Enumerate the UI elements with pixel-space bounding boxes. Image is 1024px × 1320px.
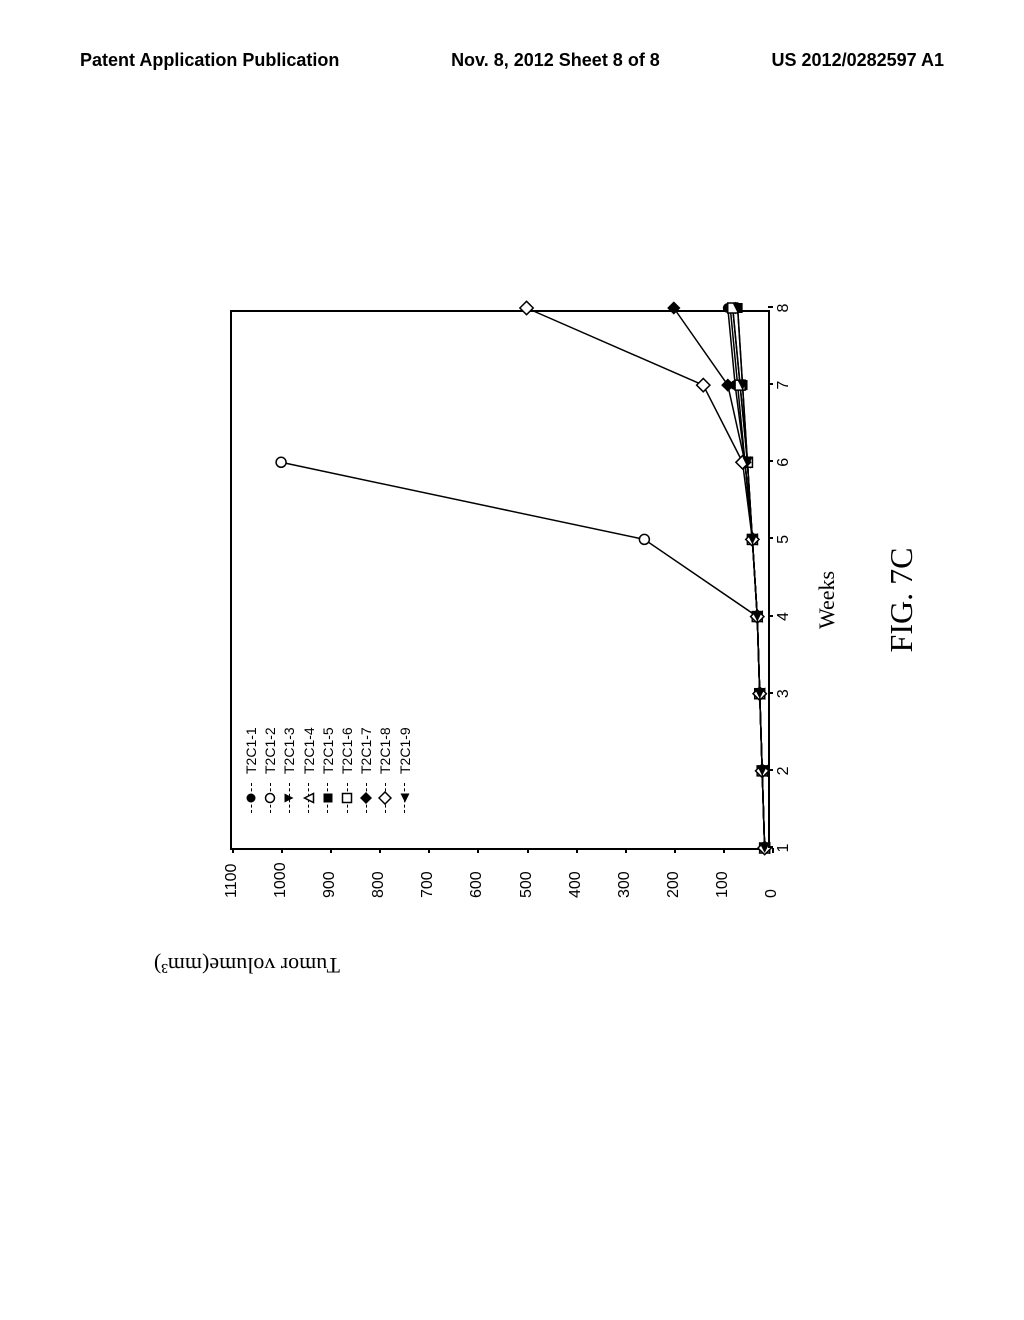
y-tick-label: 400 bbox=[567, 871, 585, 898]
legend-label: T2C1-5 bbox=[319, 727, 337, 774]
x-axis-label: Weeks bbox=[814, 571, 840, 629]
y-tick-label: 1100 bbox=[223, 864, 241, 898]
legend-label: T2C1-4 bbox=[300, 727, 318, 774]
x-tick-label: 4 bbox=[775, 612, 793, 621]
legend-label: T2C1-9 bbox=[396, 727, 414, 774]
y-tick-label: 600 bbox=[468, 871, 486, 898]
legend-item: T2C1-5 bbox=[319, 727, 337, 818]
legend-item: T2C1-3 bbox=[280, 727, 298, 818]
chart-container: T2C1-1T2C1-2T2C1-3T2C1-4T2C1-5T2C1-6T2C1… bbox=[150, 260, 870, 940]
y-tick-label: 1000 bbox=[272, 862, 290, 898]
y-tick-label: 200 bbox=[665, 871, 683, 898]
y-tick-label: 700 bbox=[419, 871, 437, 898]
legend-label: T2C1-2 bbox=[261, 727, 279, 774]
header-right: US 2012/0282597 A1 bbox=[772, 50, 944, 71]
legend-item: T2C1-4 bbox=[300, 727, 318, 818]
figure-caption: FIG. 7C bbox=[883, 548, 920, 653]
header-left: Patent Application Publication bbox=[80, 50, 339, 71]
y-tick-label: 900 bbox=[321, 871, 339, 898]
x-tick-label: 6 bbox=[775, 458, 793, 467]
legend-label: T2C1-1 bbox=[242, 727, 260, 774]
plot-area: T2C1-1T2C1-2T2C1-3T2C1-4T2C1-5T2C1-6T2C1… bbox=[230, 310, 770, 850]
x-tick-label: 1 bbox=[775, 844, 793, 853]
legend-label: T2C1-7 bbox=[357, 727, 375, 774]
legend-label: T2C1-8 bbox=[376, 727, 394, 774]
header-center: Nov. 8, 2012 Sheet 8 of 8 bbox=[451, 50, 660, 71]
legend-item: T2C1-6 bbox=[338, 727, 356, 818]
x-tick-label: 8 bbox=[775, 304, 793, 313]
legend-item: T2C1-2 bbox=[261, 727, 279, 818]
legend-label: T2C1-6 bbox=[338, 727, 356, 774]
x-tick-label: 5 bbox=[775, 535, 793, 544]
legend-label: T2C1-3 bbox=[280, 727, 298, 774]
y-tick-label: 300 bbox=[616, 871, 634, 898]
y-tick-label: 800 bbox=[370, 871, 388, 898]
legend: T2C1-1T2C1-2T2C1-3T2C1-4T2C1-5T2C1-6T2C1… bbox=[242, 727, 415, 818]
x-tick-label: 2 bbox=[775, 766, 793, 775]
legend-item: T2C1-1 bbox=[242, 727, 260, 818]
y-tick-label: 500 bbox=[518, 871, 536, 898]
legend-item: T2C1-9 bbox=[396, 727, 414, 818]
x-tick-label: 7 bbox=[775, 381, 793, 390]
y-axis-label: Tumor volume(mm³) bbox=[154, 952, 340, 978]
y-tick-label: 100 bbox=[714, 871, 732, 898]
x-tick-label: 3 bbox=[775, 689, 793, 698]
legend-item: T2C1-8 bbox=[376, 727, 394, 818]
y-tick-label: 0 bbox=[763, 889, 781, 898]
legend-item: T2C1-7 bbox=[357, 727, 375, 818]
